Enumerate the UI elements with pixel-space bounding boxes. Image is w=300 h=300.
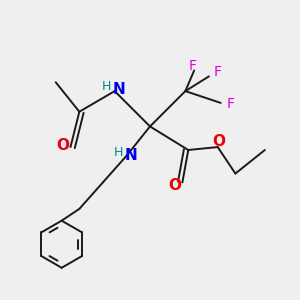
Text: F: F — [227, 98, 235, 111]
Text: O: O — [213, 134, 226, 149]
Text: N: N — [113, 82, 125, 97]
Text: F: F — [214, 65, 222, 79]
Text: N: N — [124, 148, 137, 164]
Text: F: F — [189, 59, 197, 73]
Text: H: H — [102, 80, 111, 93]
Text: O: O — [57, 138, 70, 153]
Text: O: O — [169, 178, 182, 193]
Text: H: H — [113, 146, 123, 159]
